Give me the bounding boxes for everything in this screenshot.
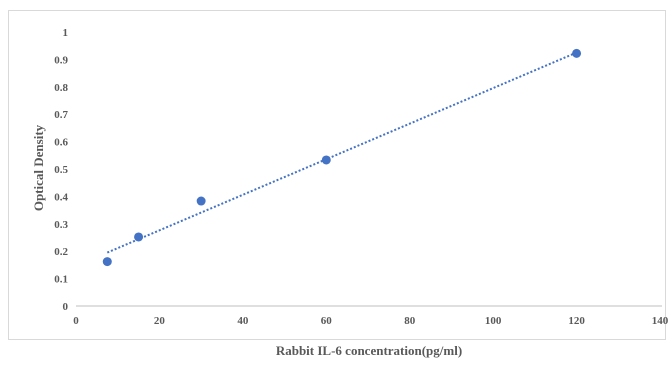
x-tick-label: 140 <box>652 315 669 327</box>
x-tick-label: 100 <box>485 315 502 327</box>
y-tick-label: 0.1 <box>54 274 68 286</box>
x-tick-labels: 0 20 40 60 80 100 120 140 <box>73 315 669 327</box>
y-tick-label: 0.4 <box>54 191 68 203</box>
data-points <box>102 48 582 267</box>
data-point <box>321 155 331 165</box>
y-tick-labels: 0 0.1 0.2 0.3 0.4 0.5 0.6 0.7 0.8 0.9 1 <box>54 27 68 313</box>
y-tick-label: 0.6 <box>54 137 68 149</box>
data-point <box>572 48 582 58</box>
x-tick-label: 120 <box>568 315 585 327</box>
x-tick-label: 20 <box>154 315 166 327</box>
x-axis-title: Rabbit IL-6 concentration(pg/ml) <box>276 343 462 358</box>
y-tick-label: 0.8 <box>54 82 68 94</box>
y-tick-label: 0.9 <box>54 54 68 66</box>
y-axis-title: Optical Density <box>31 124 46 211</box>
data-point <box>196 196 206 206</box>
x-tick-label: 0 <box>73 315 79 327</box>
chart-frame <box>8 10 666 340</box>
linear-trendline <box>106 51 577 254</box>
data-point <box>102 257 112 267</box>
x-tick-label: 40 <box>237 315 249 327</box>
y-tick-label: 0.3 <box>54 219 68 231</box>
y-tick-label: 0.7 <box>54 109 68 121</box>
y-tick-label: 1 <box>63 27 69 39</box>
x-tick-label: 60 <box>321 315 333 327</box>
y-tick-label: 0 <box>63 301 69 313</box>
y-tick-label: 0.5 <box>54 164 68 176</box>
y-tick-label: 0.2 <box>54 246 68 258</box>
data-point <box>134 232 144 242</box>
x-tick-label: 80 <box>404 315 416 327</box>
